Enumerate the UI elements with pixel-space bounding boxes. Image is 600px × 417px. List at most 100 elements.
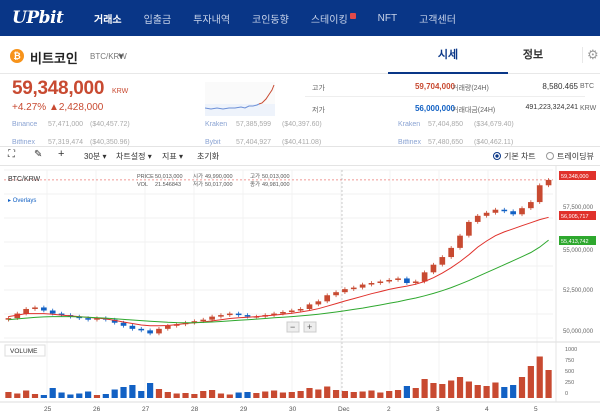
zoom-in-button[interactable] [303,321,317,333]
nav-support[interactable]: 고객센터 [419,14,456,26]
candle-body [156,328,162,334]
nav-staking[interactable]: 스테이킹 [311,11,356,26]
candles [5,178,552,336]
gear-icon[interactable]: ⚙ [582,47,599,63]
nav-investments[interactable]: 투자내역 [193,14,231,26]
volume-bar [492,382,499,398]
candle-body [200,319,207,322]
chart-settings-button[interactable]: 차트설정 ▾ [116,151,152,162]
candle-body [492,209,499,213]
nav-deposit[interactable]: 입출금 [143,14,172,26]
candle-body [412,281,419,284]
ohlc-vol-label: VOL [137,182,148,188]
time-axis-label: 3 [436,406,440,413]
volume-bar [102,394,109,398]
volume-bar [403,386,410,398]
candle-body [244,315,251,317]
ohlc-price-label: PRICE [137,174,154,180]
candle-body [333,292,339,296]
ohlc-high: 50,013,000 [262,174,290,180]
chart-toolbar: ⛶ ✎ + 30분 ▾ 차트설정 ▾ 지표 ▾ 초기화 기본 차트 트레이딩뷰 [0,146,600,166]
minus-icon: − [290,322,295,332]
interval-select[interactable]: 30분 ▾ [84,151,107,162]
coin-name[interactable]: 비트코인 [30,51,78,66]
nav-coin-trends[interactable]: 코인동향 [252,14,289,26]
low-label: 저가 [312,107,325,114]
exchange-name[interactable]: Bybit [205,139,221,146]
volume-bar [359,391,366,398]
volume-bar [315,389,322,398]
volume-24h-unit: BTC [580,83,594,90]
volume-bar [279,392,287,398]
tab-info[interactable]: 정보 [522,49,544,61]
fullscreen-icon[interactable]: ⛶ [8,149,15,160]
volume-bar [448,380,455,398]
candle-body [235,313,242,316]
exchange-name[interactable]: Bitfinex [398,139,421,146]
tradingview-radio[interactable]: 트레이딩뷰 [546,151,594,162]
volume-bar [332,390,340,398]
chevron-down-icon: ▾ [147,152,152,161]
exchange-usd: ($34,679.40) [474,121,514,128]
mini-sparkline [205,82,275,116]
volume-bar [155,389,163,398]
exchange-name[interactable]: Binance [12,121,38,128]
reset-button[interactable]: 초기화 [197,152,220,161]
volume-bar [386,391,393,398]
chevron-down-icon[interactable]: ▼ [117,52,125,61]
volume-bar [23,390,30,398]
volume-24h-value: 8,580.465 [542,82,578,91]
volume-bar [341,391,349,398]
exchange-name[interactable]: Bitfinex [12,139,35,146]
pen-icon[interactable]: ✎ [34,149,43,160]
time-axis-label: 4 [485,406,489,413]
stats-divider [305,96,585,97]
volume-bar [191,394,198,398]
candle-body [271,313,277,316]
nav-nft[interactable]: NFT [377,12,398,24]
indicators-button[interactable]: 지표 ▾ [162,151,183,162]
price-chart[interactable]: BTC/KRW ▸ Overlays PRICE 50,013,000 VOL … [0,166,600,417]
ohlc-vol: 21.546843 [155,182,181,188]
basic-chart-label: 기본 차트 [504,152,536,161]
candle-body [32,307,38,309]
ohlc-low: 50,017,000 [205,182,233,188]
volume-bar [412,388,419,398]
volume-bars [5,356,552,398]
exchange-usd: ($40,397.60) [282,121,322,128]
volume-bar [324,386,331,398]
bitcoin-icon: ₿ [10,49,24,63]
exchange-row: Bitfinex 57,319,474 ($40,350.96) Bybit 5… [0,139,600,146]
radio-off-icon [546,152,554,160]
volume-bar [456,377,464,398]
nav-exchange[interactable]: 거래소 [94,14,122,26]
ohlc-close-label: 종가 [250,180,260,188]
volume-bar [306,388,313,398]
overlays-toggle[interactable]: ▸ Overlays [8,198,36,204]
exchange-name[interactable]: Kraken [205,121,228,128]
amount-24h-value: 491,223,324,241 [525,104,578,111]
time-axis-label: 28 [191,406,199,413]
candle-body [448,247,455,258]
tab-price[interactable]: 시세 [388,36,508,74]
crosshair-icon[interactable]: + [58,148,65,160]
volume-axis-label: 250 [565,380,574,386]
candle-body [404,278,410,284]
price-change: +4.27% ▲2,428,000 [12,102,104,113]
volume-bar [270,390,278,398]
basic-chart-radio[interactable]: 기본 차트 [493,151,536,162]
ma-green-tag [559,236,596,245]
current-price-tag [559,171,596,180]
candle-body [138,328,145,331]
ma-red-tag-text: 56,905,717 [561,214,589,220]
candle-body [164,325,171,329]
volume-bar [430,383,437,398]
volume-bar [483,386,490,398]
exchange-name[interactable]: Kraken [398,121,421,128]
volume-bar [49,388,56,398]
chevron-down-icon: ▾ [102,152,107,161]
zoom-out-button[interactable] [286,321,300,333]
time-axis: 25 26 27 28 29 30 Dec 2 3 4 5 [44,406,538,413]
upbit-logo[interactable]: UPbit [12,8,64,28]
chart-settings-label: 차트설정 [116,152,146,161]
